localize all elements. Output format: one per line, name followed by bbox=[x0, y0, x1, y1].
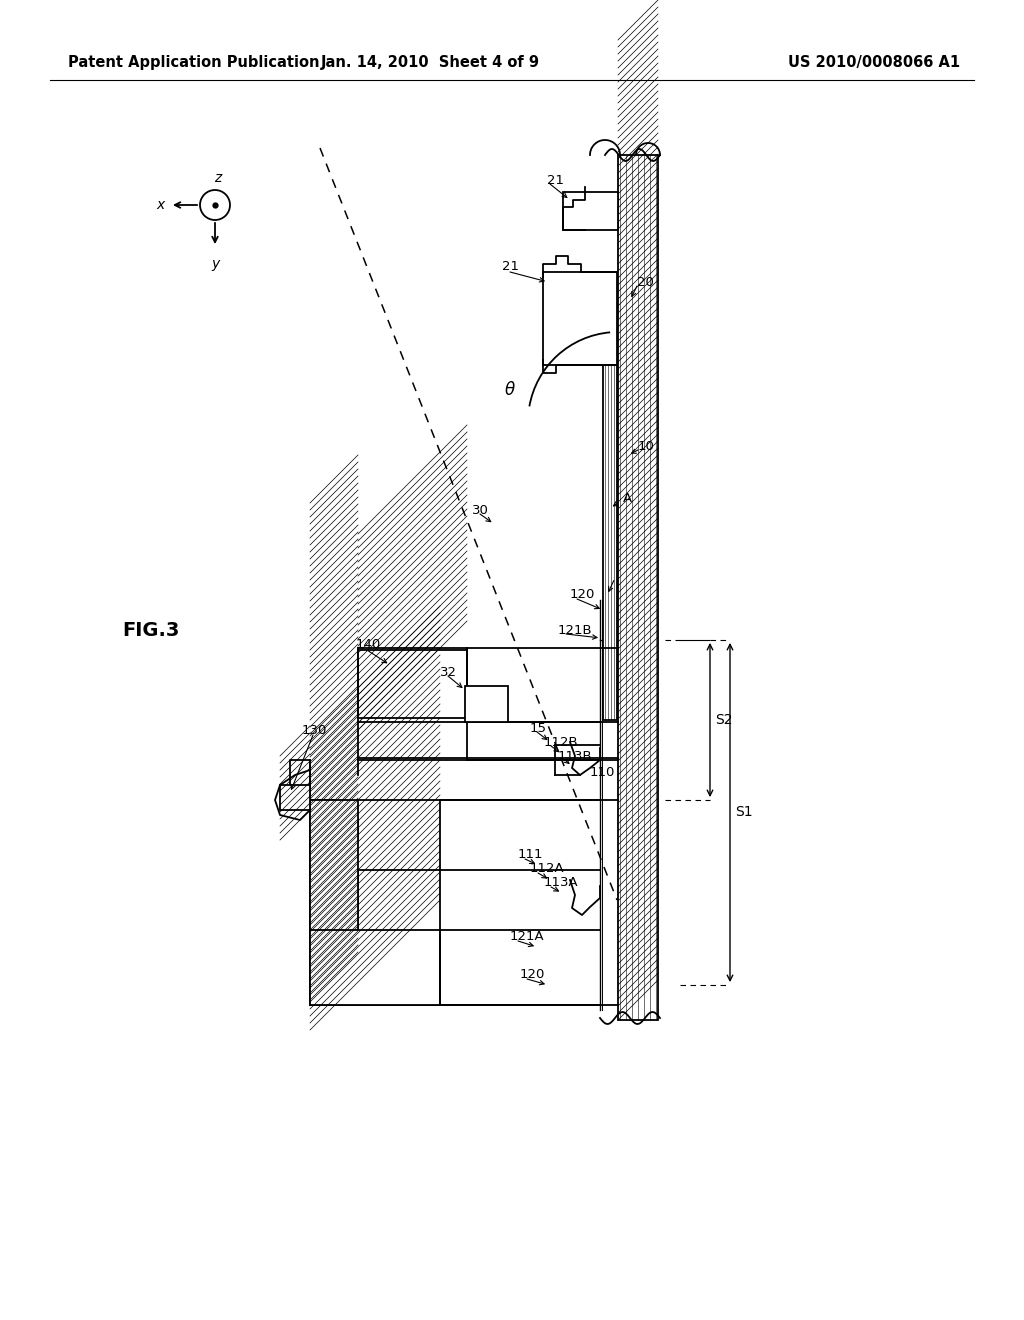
Text: FIG.3: FIG.3 bbox=[122, 620, 179, 639]
Text: 113B: 113B bbox=[558, 750, 593, 763]
Text: US 2010/0008066 A1: US 2010/0008066 A1 bbox=[787, 54, 961, 70]
Text: 110: 110 bbox=[590, 767, 615, 780]
Text: S2: S2 bbox=[715, 713, 732, 727]
Text: S1: S1 bbox=[735, 805, 753, 818]
Text: A: A bbox=[623, 491, 632, 504]
Text: 21: 21 bbox=[547, 173, 564, 186]
Text: 10: 10 bbox=[638, 440, 655, 453]
Bar bbox=[465, 686, 508, 722]
Text: 32: 32 bbox=[440, 665, 457, 678]
Text: 120: 120 bbox=[570, 589, 595, 602]
Text: 20: 20 bbox=[637, 276, 654, 289]
Bar bbox=[563, 191, 618, 230]
Text: 112A: 112A bbox=[530, 862, 564, 874]
Text: 121B: 121B bbox=[558, 623, 593, 636]
Text: 15: 15 bbox=[530, 722, 547, 734]
Bar bbox=[310, 931, 440, 1005]
Text: Patent Application Publication: Patent Application Publication bbox=[68, 54, 319, 70]
Bar bbox=[618, 154, 658, 1020]
Text: 21: 21 bbox=[502, 260, 519, 273]
Text: 140: 140 bbox=[356, 639, 381, 652]
Text: 130: 130 bbox=[302, 723, 328, 737]
Text: y: y bbox=[211, 257, 219, 271]
Text: 30: 30 bbox=[472, 503, 488, 516]
Bar bbox=[358, 649, 467, 718]
Text: x: x bbox=[157, 198, 165, 213]
Bar bbox=[603, 330, 617, 719]
Text: 120: 120 bbox=[520, 969, 546, 982]
Bar bbox=[310, 800, 358, 1005]
Text: 112B: 112B bbox=[544, 735, 579, 748]
Text: Jan. 14, 2010  Sheet 4 of 9: Jan. 14, 2010 Sheet 4 of 9 bbox=[321, 54, 540, 70]
Text: z: z bbox=[214, 172, 221, 185]
Text: 121A: 121A bbox=[510, 931, 545, 944]
Bar bbox=[280, 785, 310, 810]
Bar bbox=[543, 272, 617, 366]
Text: 113A: 113A bbox=[544, 875, 579, 888]
Text: θ: θ bbox=[505, 381, 515, 399]
Text: 111: 111 bbox=[518, 849, 544, 862]
